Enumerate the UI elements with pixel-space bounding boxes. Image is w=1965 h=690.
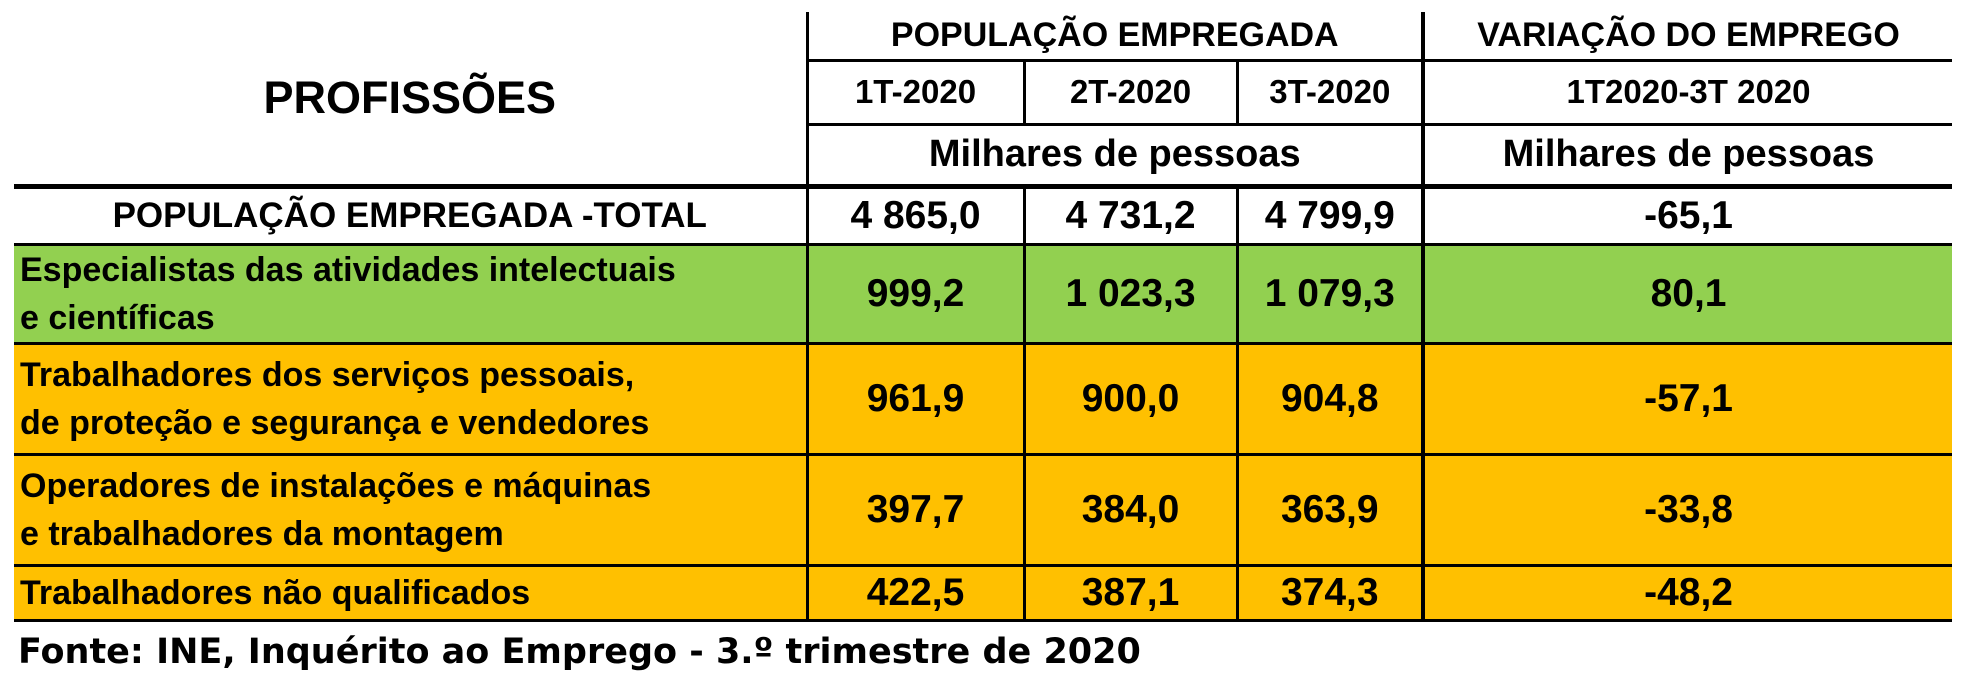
row-variation: -48,2 [1421, 565, 1953, 622]
row-label: Trabalhadores dos serviços pessoais, de p… [14, 343, 807, 456]
row-q1: 999,2 [805, 244, 1024, 345]
row-q3: 363,9 [1235, 454, 1424, 567]
total-q2: 4 731,2 [1022, 186, 1237, 246]
row-q2: 900,0 [1022, 343, 1237, 456]
header-unit-population: Milhares de pessoas [805, 124, 1424, 189]
row-label: Operadores de instalações e máquinas e tr… [14, 454, 807, 567]
table-row: Trabalhadores dos serviços pessoais, de p… [14, 343, 1953, 456]
header-unit-variation: Milhares de pessoas [1421, 124, 1953, 189]
header-variacao-emprego: VARIAÇÃO DO EMPREGO [1421, 12, 1953, 62]
total-q3: 4 799,9 [1235, 186, 1424, 246]
table-row: Trabalhadores não qualificados 422,5 387… [14, 565, 1953, 622]
row-variation: -33,8 [1421, 454, 1953, 567]
row-q3: 904,8 [1235, 343, 1424, 456]
row-q3: 1 079,3 [1235, 244, 1424, 345]
total-variation: -65,1 [1421, 186, 1953, 246]
row-label-line1: Operadores de instalações e máquinas [20, 466, 652, 505]
row-q2: 387,1 [1022, 565, 1237, 622]
header-quarter-1t: 1T-2020 [805, 60, 1024, 126]
source-note: Fonte: INE, Inquérito ao Emprego - 3.º t… [18, 632, 1141, 672]
row-q1: 397,7 [805, 454, 1024, 567]
row-label-line1: Trabalhadores dos serviços pessoais, [20, 355, 635, 394]
table-row: Operadores de instalações e máquinas e tr… [14, 454, 1953, 567]
header-profissoes: PROFISSÕES [14, 12, 807, 189]
row-variation: -57,1 [1421, 343, 1953, 456]
row-q3: 374,3 [1235, 565, 1424, 622]
row-q1: 961,9 [805, 343, 1024, 456]
table-row-total: POPULAÇÃO EMPREGADA -TOTAL 4 865,0 4 731… [14, 186, 1953, 246]
table-row: Especialistas das atividades intelectuai… [14, 244, 1953, 345]
total-q1: 4 865,0 [805, 186, 1024, 246]
row-label-line2: e trabalhadores da montagem [20, 514, 504, 553]
row-variation: 80,1 [1421, 244, 1953, 345]
header-populacao-empregada: POPULAÇÃO EMPREGADA [805, 12, 1424, 62]
row-label: Trabalhadores não qualificados [14, 565, 807, 622]
row-label-line2: de proteção e segurança e vendedores [20, 403, 650, 442]
row-q2: 1 023,3 [1022, 244, 1237, 345]
row-label-line1: Especialistas das atividades intelectuai… [20, 250, 676, 289]
total-label: POPULAÇÃO EMPREGADA -TOTAL [14, 186, 807, 246]
row-q1: 422,5 [805, 565, 1024, 622]
header-variation-period: 1T2020-3T 2020 [1421, 60, 1953, 126]
row-label-line1: Trabalhadores não qualificados [20, 573, 531, 612]
header-quarter-2t: 2T-2020 [1022, 60, 1237, 126]
employment-table: PROFISSÕES POPULAÇÃO EMPREGADA VARIAÇÃO … [14, 12, 1953, 622]
row-label: Especialistas das atividades intelectuai… [14, 244, 807, 345]
row-label-line2: e científicas [20, 298, 215, 337]
header-quarter-3t: 3T-2020 [1235, 60, 1424, 126]
row-q2: 384,0 [1022, 454, 1237, 567]
